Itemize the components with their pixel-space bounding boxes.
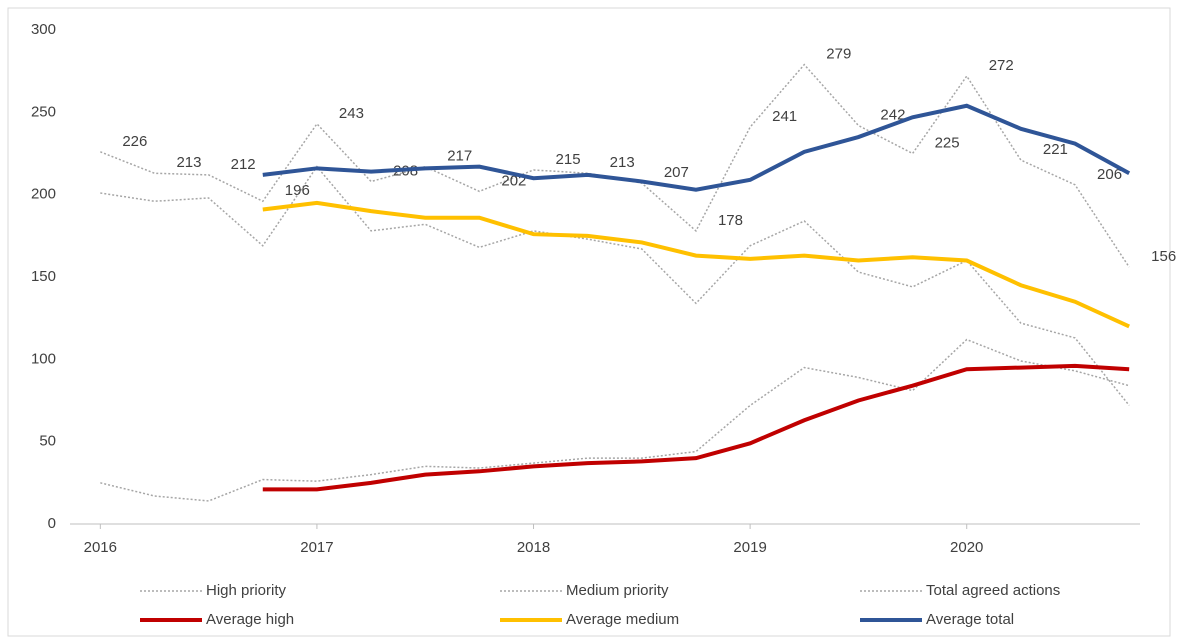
y-tick-label: 50 xyxy=(39,433,56,450)
y-tick-label: 150 xyxy=(31,268,56,285)
series-line xyxy=(262,103,1131,192)
chart-frame xyxy=(7,7,1171,637)
data-label: 207 xyxy=(664,164,689,181)
data-label: 243 xyxy=(339,105,364,122)
data-label: 272 xyxy=(989,57,1014,74)
x-tick-label: 2016 xyxy=(84,539,117,556)
series-line xyxy=(100,165,1130,406)
x-tick-label: 2019 xyxy=(733,539,766,556)
y-tick-label: 0 xyxy=(48,515,56,532)
legend-label: Total agreed actions xyxy=(926,582,1060,599)
data-label: 212 xyxy=(231,156,256,173)
x-tick-label: 2017 xyxy=(300,539,333,556)
legend-label: High priority xyxy=(206,582,287,599)
data-label: 242 xyxy=(880,106,905,123)
data-label: 156 xyxy=(1151,248,1176,265)
y-tick-label: 300 xyxy=(31,21,56,38)
y-tick-label: 200 xyxy=(31,186,56,203)
data-label: 178 xyxy=(718,212,743,229)
data-label: 215 xyxy=(556,151,581,168)
series-line xyxy=(262,200,1131,329)
x-tick-label: 2018 xyxy=(517,539,550,556)
legend-label: Average total xyxy=(926,611,1014,628)
data-label: 241 xyxy=(772,108,797,125)
data-label: 221 xyxy=(1043,141,1068,158)
data-label: 213 xyxy=(176,154,201,171)
data-label: 226 xyxy=(122,133,147,150)
series-line xyxy=(100,338,1130,502)
y-tick-label: 250 xyxy=(31,103,56,120)
y-tick-label: 100 xyxy=(31,350,56,367)
legend-label: Average medium xyxy=(566,611,679,628)
legend-label: Medium priority xyxy=(566,582,669,599)
x-tick-label: 2020 xyxy=(950,539,983,556)
data-label: 217 xyxy=(447,148,472,165)
data-label: 196 xyxy=(285,182,310,199)
data-label: 213 xyxy=(610,154,635,171)
data-label: 206 xyxy=(1097,166,1122,183)
data-label: 279 xyxy=(826,46,851,63)
series-line xyxy=(262,363,1130,492)
data-label: 225 xyxy=(935,134,960,151)
legend-label: Average high xyxy=(206,611,294,628)
